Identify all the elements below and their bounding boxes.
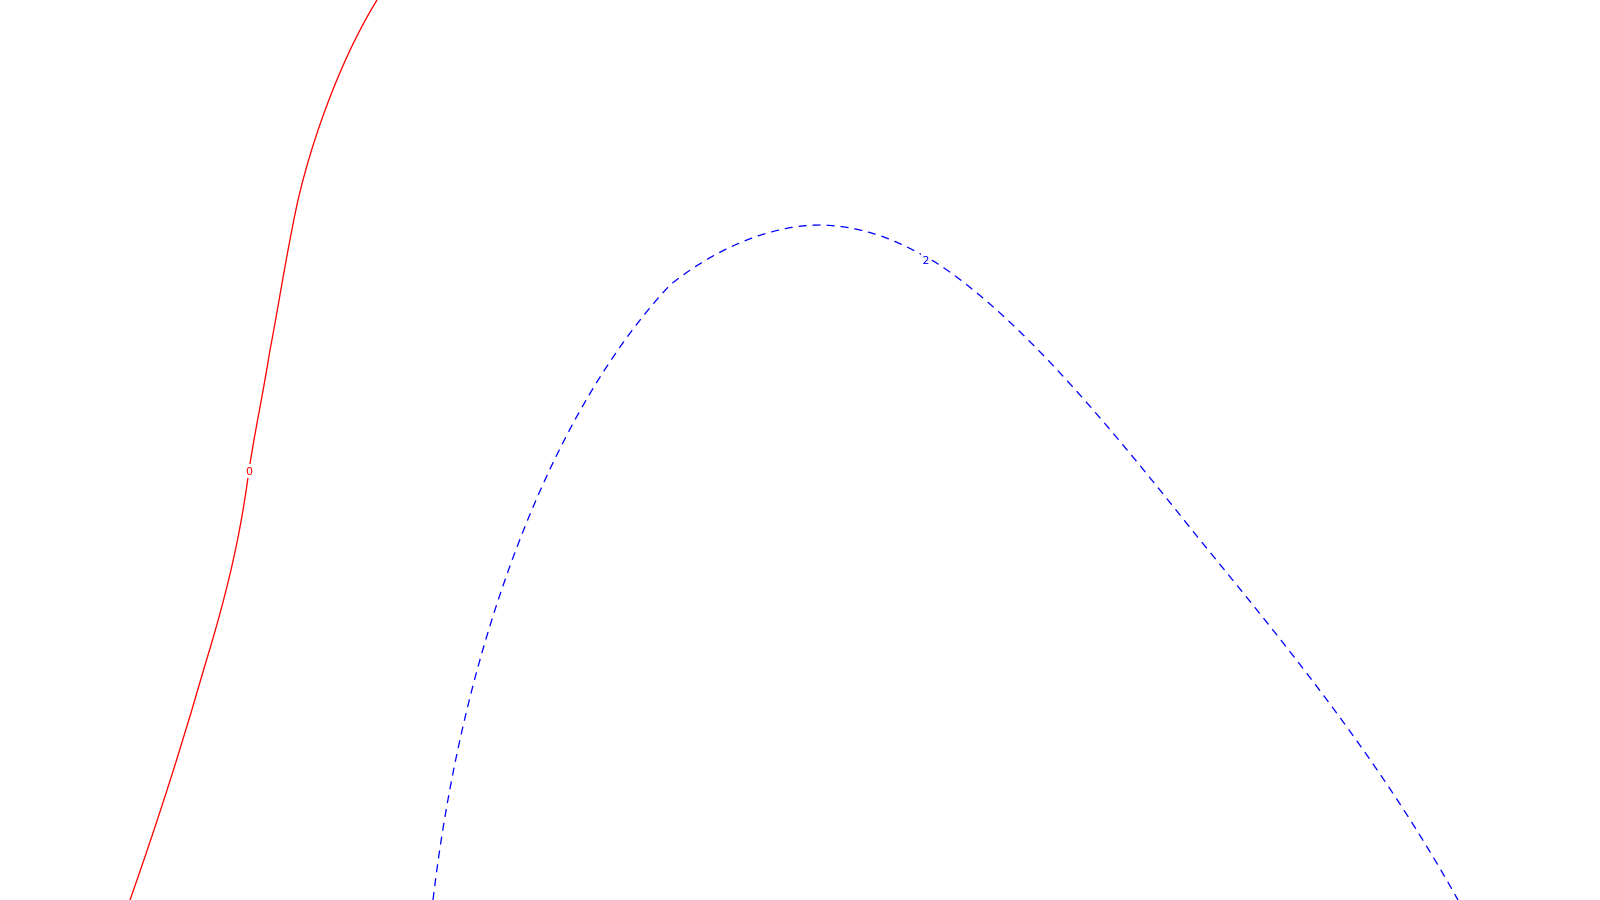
contour-line-0	[129, 0, 378, 900]
contour-line-2	[432, 224, 1459, 900]
contour-line-0-group: 0	[129, 0, 378, 900]
contour-label-0-bg	[245, 464, 254, 478]
contour-label-2: 2	[923, 254, 930, 267]
contour-label-2-bg	[921, 253, 931, 267]
contour-line-2-group: 2	[432, 224, 1459, 900]
contour-label-0: 0	[246, 465, 253, 478]
